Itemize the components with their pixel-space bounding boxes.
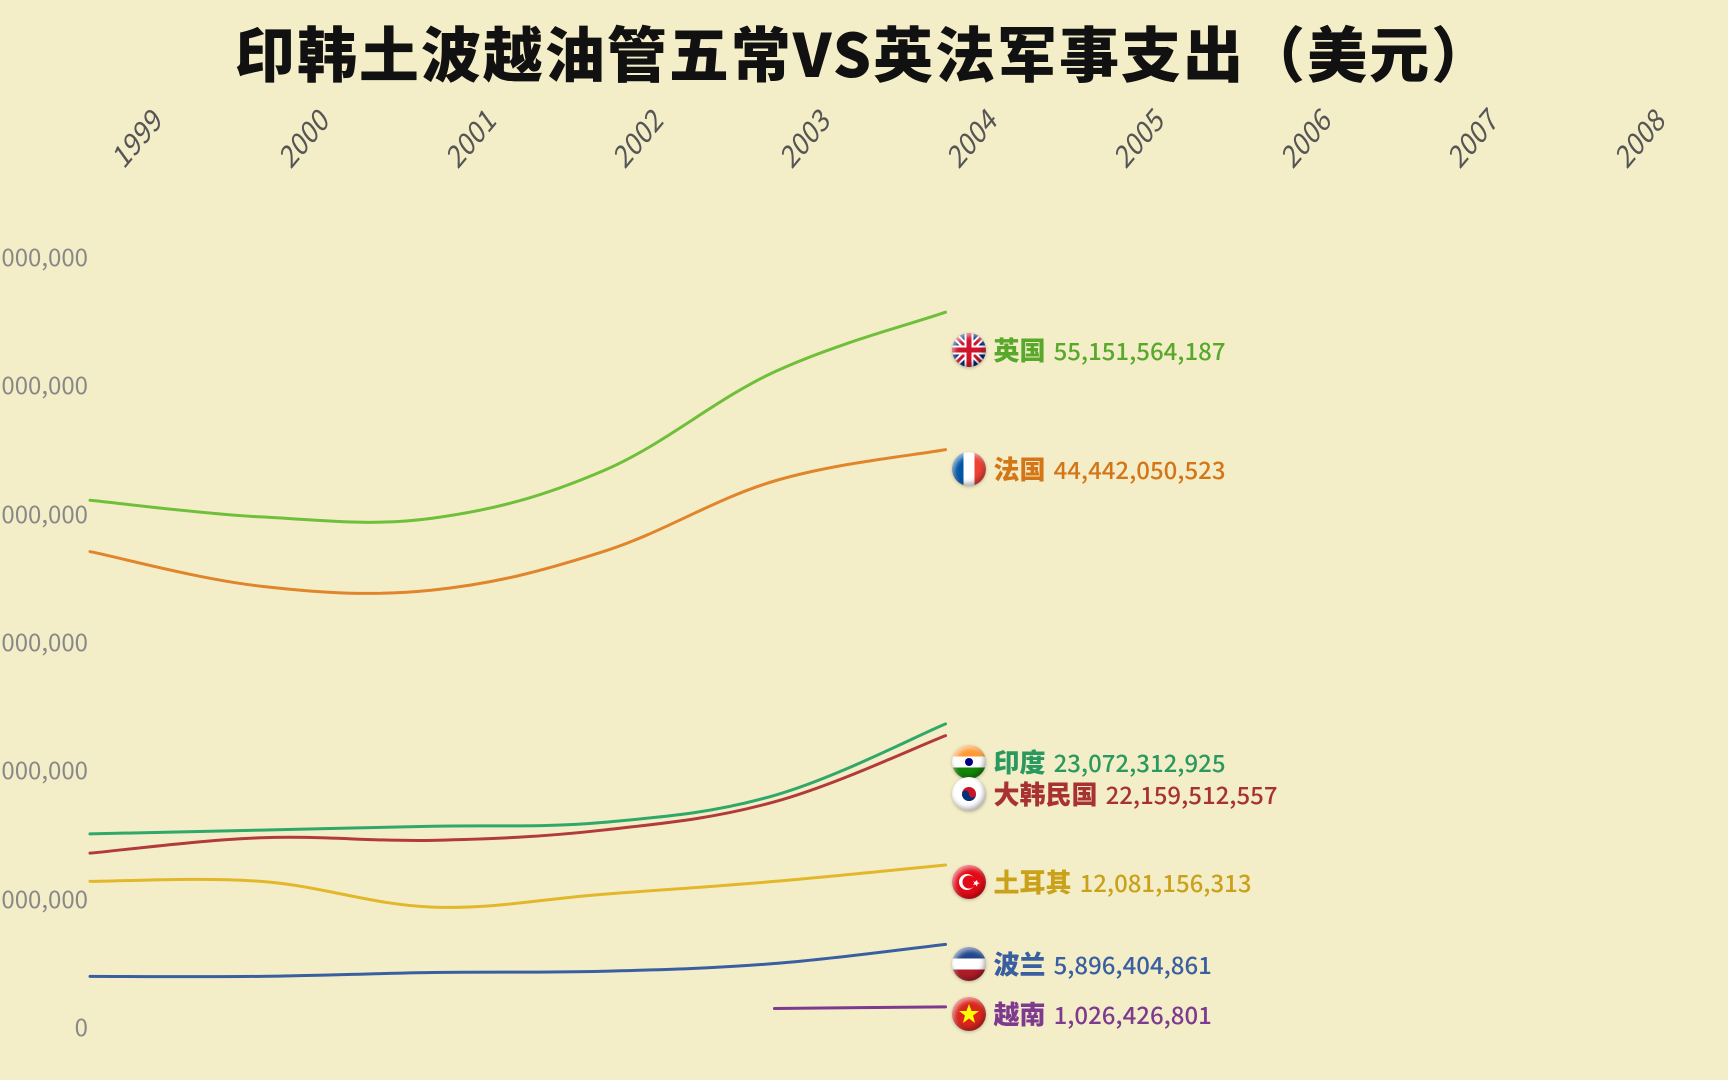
- y-axis-tick: 000,000: [0, 623, 88, 658]
- india-flag-icon: [952, 745, 986, 779]
- series-line-india: [90, 724, 946, 834]
- poland-flag-icon: [952, 947, 986, 981]
- series-label-turkey: 土耳其12,081,156,313: [952, 863, 1252, 900]
- series-value: 1,026,426,801: [1054, 996, 1212, 1031]
- y-axis-tick: 000,000: [0, 495, 88, 530]
- series-label-vietnam: 越南1,026,426,801: [952, 995, 1212, 1032]
- series-label-france: 法国44,442,050,523: [952, 450, 1226, 487]
- series-name: 土耳其: [994, 863, 1072, 900]
- y-axis-tick: 000,000: [0, 751, 88, 786]
- series-name: 大韩民国: [994, 775, 1098, 812]
- series-value: 55,151,564,187: [1054, 332, 1226, 367]
- y-axis-tick: 000,000: [0, 880, 88, 915]
- series-line-france: [90, 450, 946, 594]
- vietnam-flag-icon: [952, 997, 986, 1031]
- series-label-uk: 英国55,151,564,187: [952, 331, 1226, 368]
- korea-flag-icon: [952, 777, 986, 811]
- series-value: 44,442,050,523: [1054, 451, 1226, 486]
- series-label-korea: 大韩民国22,159,512,557: [952, 775, 1278, 812]
- france-flag-icon: [952, 452, 986, 486]
- y-axis-tick: 0: [0, 1008, 88, 1043]
- series-value: 5,896,404,861: [1054, 946, 1212, 981]
- series-name: 波兰: [994, 945, 1046, 982]
- series-line-poland: [90, 944, 946, 976]
- series-name: 英国: [994, 331, 1046, 368]
- turkey-flag-icon: [952, 865, 986, 899]
- y-axis-tick: 000,000: [0, 238, 88, 273]
- series-name: 越南: [994, 995, 1046, 1032]
- series-label-poland: 波兰5,896,404,861: [952, 945, 1212, 982]
- uk-flag-icon: [952, 333, 986, 367]
- series-line-vietnam: [774, 1007, 945, 1009]
- y-axis-tick: 000,000: [0, 366, 88, 401]
- chart-canvas: 印韩土波越油管五常VS英法军事支出（美元） 199920002001200220…: [0, 0, 1728, 1080]
- series-name: 法国: [994, 450, 1046, 487]
- series-value: 22,159,512,557: [1106, 776, 1278, 811]
- series-line-korea: [90, 736, 946, 854]
- series-value: 12,081,156,313: [1080, 864, 1252, 899]
- series-line-uk: [90, 312, 946, 522]
- series-value: 23,072,312,925: [1054, 744, 1226, 779]
- series-line-turkey: [90, 865, 946, 907]
